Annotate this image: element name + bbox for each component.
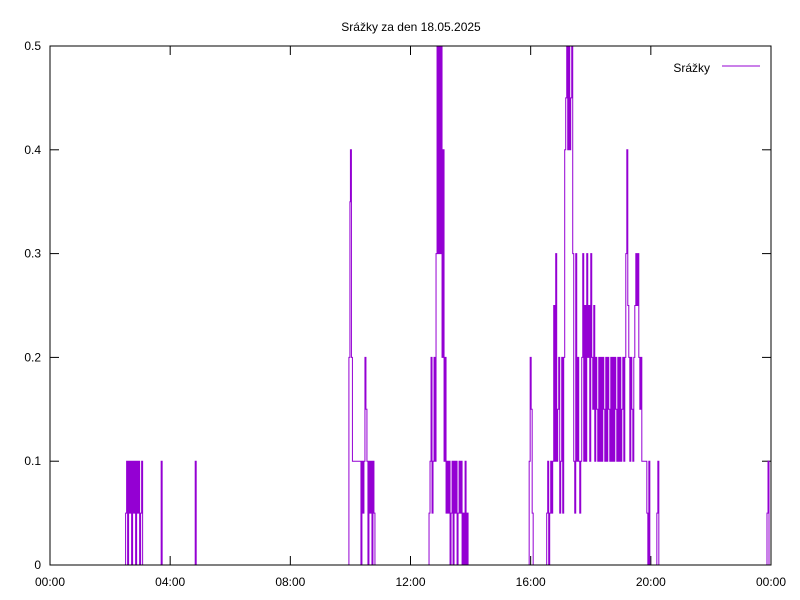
legend-label: Srážky <box>673 61 710 75</box>
plot-frame <box>49 45 772 566</box>
x-axis: 00:00 04:00 08:00 12:00 16:00 20:00 00:00 <box>35 46 786 589</box>
legend: Srážky <box>673 61 760 75</box>
y-axis: 0 0.1 0.2 0.3 0.4 0.5 <box>24 39 771 572</box>
x-tick-label: 20:00 <box>636 575 666 589</box>
series-line-srazky <box>50 45 771 566</box>
x-tick-label: 12:00 <box>395 575 425 589</box>
y-tick-label: 0.2 <box>24 350 41 364</box>
chart-title: Srážky za den 18.05.2025 <box>341 20 481 34</box>
x-tick-label: 00:00 <box>756 575 786 589</box>
x-tick-label: 16:00 <box>516 575 546 589</box>
y-tick-label: 0.5 <box>24 39 41 53</box>
x-tick-label: 04:00 <box>155 575 185 589</box>
y-tick-label: 0.4 <box>24 143 41 157</box>
y-tick-label: 0.1 <box>24 454 41 468</box>
y-tick-label: 0.3 <box>24 247 41 261</box>
x-tick-label: 00:00 <box>35 575 65 589</box>
y-tick-label: 0 <box>34 558 41 572</box>
x-tick-label: 08:00 <box>275 575 305 589</box>
